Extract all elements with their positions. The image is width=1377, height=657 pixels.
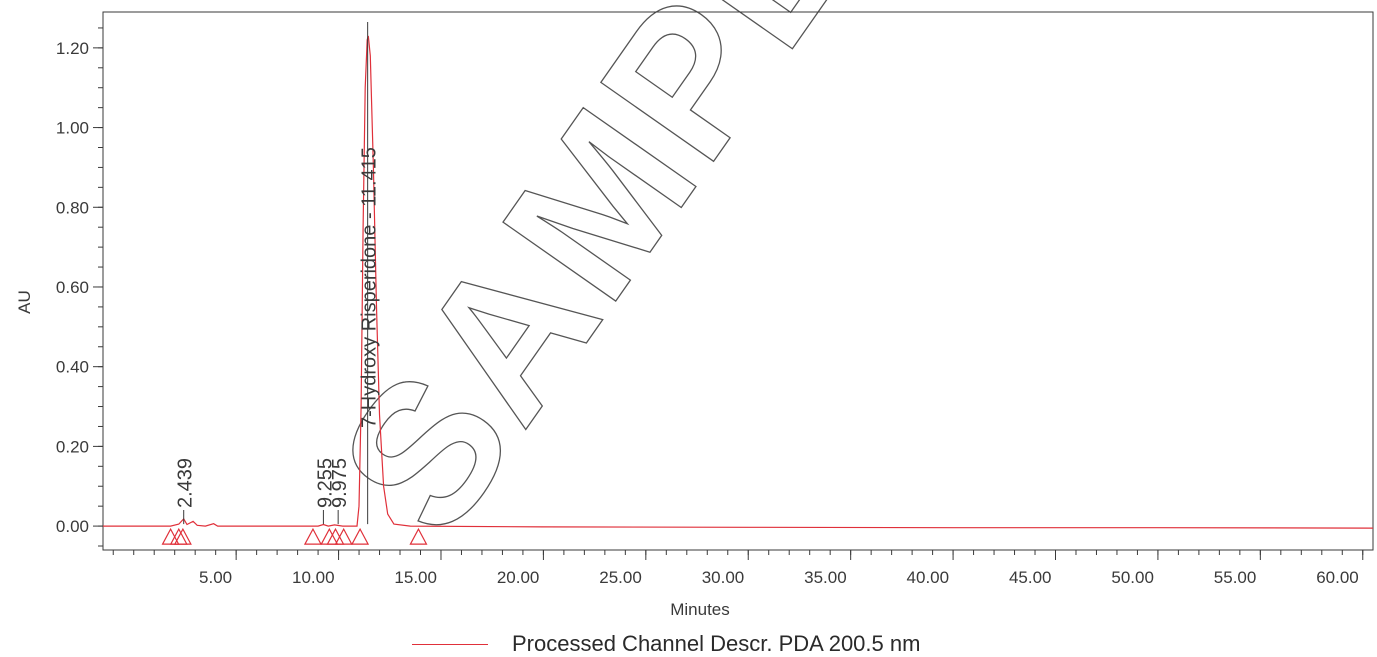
- x-tick-label: 60.00: [1316, 568, 1359, 587]
- baseline-marker-triangle: [409, 527, 428, 545]
- sample-watermark: SAMPLE: [297, 0, 971, 571]
- y-tick-label: 1.00: [56, 119, 89, 138]
- x-tick-label: 40.00: [907, 568, 950, 587]
- x-tick-label: 35.00: [804, 568, 847, 587]
- x-tick-label: 20.00: [497, 568, 540, 587]
- legend: Processed Channel Descr. PDA 200.5 nm: [412, 631, 921, 656]
- x-axis-ticks: 5.00 10.00 15.00 20.00 25.00 30.00 35.00 40.00 4…: [112, 550, 1364, 587]
- peak-label: 9.255: [314, 458, 336, 508]
- baseline-markers: [161, 527, 428, 545]
- y-tick-label: 0.00: [56, 517, 89, 536]
- legend-label: Processed Channel Descr. PDA 200.5 nm: [512, 631, 921, 656]
- x-tick-label: 25.00: [599, 568, 642, 587]
- x-tick-label: 50.00: [1111, 568, 1154, 587]
- x-tick-label: 45.00: [1009, 568, 1052, 587]
- y-tick-label: 0.40: [56, 358, 89, 377]
- baseline-marker-triangle: [334, 527, 353, 545]
- x-tick-label: 10.00: [292, 568, 335, 587]
- baseline-marker-triangle: [173, 527, 192, 545]
- legend-swatch-line: [412, 643, 488, 645]
- x-tick-label: 15.00: [394, 568, 437, 587]
- baseline-marker-triangle: [351, 527, 370, 545]
- x-tick-label: 5.00: [199, 568, 232, 587]
- y-axis-ticks: 0.00 0.20 0.40 0.60 0.80 1.00 1.20: [56, 27, 103, 547]
- y-tick-label: 0.20: [56, 437, 89, 456]
- y-tick-label: 1.20: [56, 39, 89, 58]
- baseline-marker-triangle: [303, 527, 322, 545]
- plot-frame: [102, 11, 1374, 551]
- x-tick-label: 55.00: [1214, 568, 1257, 587]
- peak-label: 7-Hydroxy Risperidone - 11.415: [359, 147, 381, 428]
- x-tick-label: 30.00: [702, 568, 745, 587]
- peak-label: 9.975: [329, 458, 351, 508]
- x-axis-label: Minutes: [670, 600, 730, 619]
- y-tick-label: 0.80: [56, 198, 89, 217]
- series-line-pda-200-5nm: [103, 35, 1374, 529]
- y-tick-label: 0.60: [56, 278, 89, 297]
- y-axis-label: AU: [15, 290, 34, 314]
- peak-label: 2.439: [175, 458, 197, 508]
